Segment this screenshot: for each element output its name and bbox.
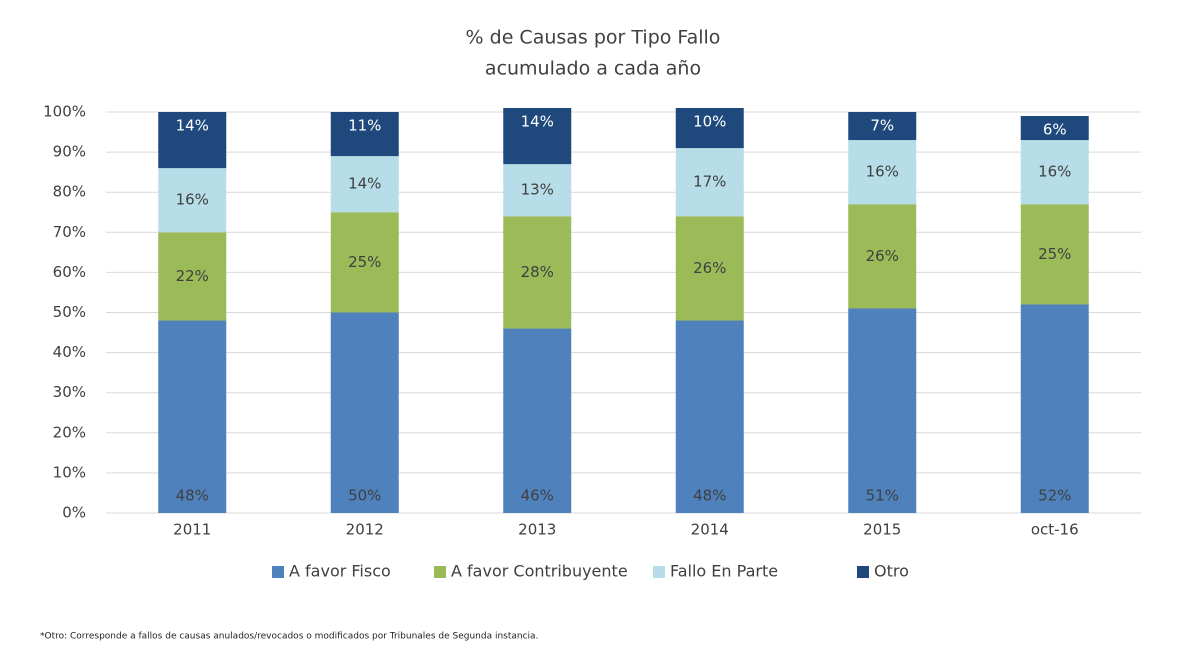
bar-segment xyxy=(675,107,744,149)
x-tick-label: 2014 xyxy=(691,521,729,539)
chart-title: % de Causas por Tipo Fallo xyxy=(466,27,721,49)
x-tick-label: 2012 xyxy=(346,521,384,539)
bar-segment xyxy=(330,312,399,513)
y-tick-label: 70% xyxy=(53,223,86,241)
y-tick-label: 30% xyxy=(53,383,86,401)
y-tick-label: 10% xyxy=(53,463,86,481)
data-label: 17% xyxy=(693,173,726,191)
data-label: 28% xyxy=(521,263,554,281)
data-label: 16% xyxy=(1038,163,1071,181)
legend-label: A favor Fisco xyxy=(289,562,391,581)
x-tick-label: oct-16 xyxy=(1031,521,1079,539)
data-label: 26% xyxy=(866,247,899,265)
footnote: *Otro: Corresponde a fallos de causas an… xyxy=(40,632,538,642)
bar-segment xyxy=(1020,140,1089,205)
data-label: 13% xyxy=(521,181,554,199)
data-label: 46% xyxy=(521,487,554,505)
bar-segment xyxy=(503,107,572,165)
x-tick-label: 2011 xyxy=(173,521,211,539)
bar-segment xyxy=(158,112,227,169)
y-tick-label: 40% xyxy=(53,343,86,361)
data-label: 11% xyxy=(348,117,381,135)
data-label: 16% xyxy=(176,191,209,209)
data-label: 48% xyxy=(693,487,726,505)
bar-segment xyxy=(330,156,399,213)
bar-segment xyxy=(330,112,399,157)
data-label: 25% xyxy=(348,253,381,271)
bar-segment xyxy=(1020,116,1089,141)
legend-label: Fallo En Parte xyxy=(670,562,778,581)
legend-swatch xyxy=(434,566,446,578)
data-label: 51% xyxy=(866,487,899,505)
data-label: 14% xyxy=(176,117,209,135)
data-label: 7% xyxy=(870,117,894,135)
bar-segment xyxy=(675,216,744,321)
bar-segment xyxy=(848,140,917,205)
bar-segment xyxy=(158,320,227,513)
bar-segment xyxy=(503,328,572,513)
bar-segment xyxy=(158,168,227,233)
data-label: 25% xyxy=(1038,245,1071,263)
legend-swatch xyxy=(272,566,284,578)
data-label: 50% xyxy=(348,487,381,505)
chart-subtitle: acumulado a cada año xyxy=(485,58,701,80)
bar-segment xyxy=(158,232,227,321)
legend-swatch xyxy=(653,566,665,578)
x-tick-label: 2013 xyxy=(518,521,556,539)
bar-segment xyxy=(675,148,744,217)
data-label: 26% xyxy=(693,259,726,277)
bar-segment xyxy=(330,212,399,313)
legend-label: Otro xyxy=(874,562,909,581)
bar-segment xyxy=(848,204,917,309)
data-label: 22% xyxy=(176,267,209,285)
bar-segment xyxy=(848,308,917,513)
bar-segment xyxy=(503,216,572,329)
bar-segment xyxy=(675,320,744,513)
data-label: 14% xyxy=(348,175,381,193)
data-label: 48% xyxy=(176,487,209,505)
data-label: 10% xyxy=(693,112,726,130)
data-label: 52% xyxy=(1038,487,1071,505)
data-label: 6% xyxy=(1043,121,1067,139)
y-tick-label: 0% xyxy=(62,504,86,522)
data-label: 14% xyxy=(521,112,554,130)
y-tick-label: 90% xyxy=(53,143,86,161)
bar-segment xyxy=(503,164,572,217)
bar-segment xyxy=(848,112,917,141)
y-tick-label: 20% xyxy=(53,423,86,441)
bar-segment xyxy=(1020,204,1089,305)
y-tick-label: 50% xyxy=(53,303,86,321)
y-tick-label: 100% xyxy=(43,103,86,121)
bar-segment xyxy=(1020,304,1089,513)
data-label: 16% xyxy=(866,163,899,181)
x-tick-label: 2015 xyxy=(863,521,901,539)
legend-swatch xyxy=(857,566,869,578)
y-tick-label: 80% xyxy=(53,183,86,201)
legend-label: A favor Contribuyente xyxy=(451,562,628,581)
y-tick-label: 60% xyxy=(53,263,86,281)
